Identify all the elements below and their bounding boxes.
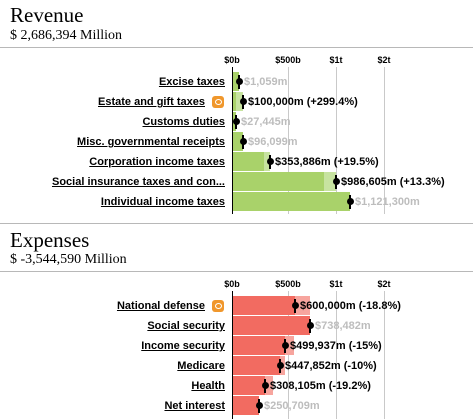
revenue-title: Revenue bbox=[10, 3, 84, 27]
revenue-row-value: $353,886m (+19.5%) bbox=[275, 156, 379, 168]
expenses-title: Expenses bbox=[10, 228, 90, 252]
revenue-row-label[interactable]: Individual income taxes bbox=[100, 196, 225, 208]
expenses-bar bbox=[233, 396, 259, 415]
expenses-total: $ -3,544,590 Million bbox=[10, 252, 127, 267]
revenue-axis-tick: $0b bbox=[224, 55, 240, 65]
expenses-row-value: $250,709m bbox=[264, 400, 320, 412]
revenue-row-value: $100,000m (+299.4%) bbox=[248, 96, 358, 108]
revenue-divider bbox=[0, 47, 473, 48]
revenue-row: Estate and gift taxes $100,000m (+299.4%) bbox=[0, 92, 473, 112]
expenses-row: Net interest $250,709m bbox=[0, 396, 473, 416]
expenses-bar bbox=[233, 336, 285, 355]
expenses-row: National defense $600,000m (-18.8%) bbox=[0, 296, 473, 316]
expenses-row: Income security $499,937m (-15%) bbox=[0, 336, 473, 356]
expenses-row-label[interactable]: Social security bbox=[147, 320, 225, 332]
speech-bubble-icon[interactable] bbox=[212, 96, 224, 108]
revenue-axis-tick: $2t bbox=[377, 55, 391, 65]
revenue-row: Corporation income taxes $353,886m (+19.5… bbox=[0, 152, 473, 172]
expenses-row-label[interactable]: Income security bbox=[141, 340, 225, 352]
expenses-bar bbox=[233, 376, 265, 395]
revenue-bar bbox=[233, 132, 243, 151]
expenses-axis-tick: $500b bbox=[275, 279, 301, 289]
expenses-row-value: $308,105m (-19.2%) bbox=[270, 380, 371, 392]
expenses-axis-tick: $2t bbox=[377, 279, 391, 289]
revenue-bar bbox=[233, 152, 264, 171]
expenses-top-divider bbox=[0, 223, 473, 224]
expenses-row-value: $447,852m (-10%) bbox=[285, 360, 377, 372]
expenses-row: Social security $738,482m bbox=[0, 316, 473, 336]
expenses-zero-line bbox=[232, 291, 233, 419]
revenue-slider-handle-dot[interactable] bbox=[233, 118, 240, 125]
expenses-row-label[interactable]: Medicare bbox=[177, 360, 225, 372]
revenue-gridline bbox=[288, 67, 289, 214]
revenue-zero-line bbox=[232, 67, 233, 214]
expenses-gridline bbox=[336, 291, 337, 419]
revenue-gridline bbox=[384, 67, 385, 214]
expenses-axis-tick: $1t bbox=[329, 279, 343, 289]
revenue-row-value: $1,121,300m bbox=[355, 196, 420, 208]
expenses-slider-handle-dot[interactable] bbox=[256, 402, 263, 409]
revenue-row: Excise taxes $1,059m bbox=[0, 72, 473, 92]
expenses-row: Medicare $447,852m (-10%) bbox=[0, 356, 473, 376]
expenses-gridline bbox=[288, 291, 289, 419]
revenue-row: Social insurance taxes and con... $986,60… bbox=[0, 172, 473, 192]
revenue-row: Individual income taxes $1,121,300m bbox=[0, 192, 473, 212]
speech-bubble-icon[interactable] bbox=[212, 300, 224, 312]
expenses-row-label[interactable]: Net interest bbox=[164, 400, 225, 412]
revenue-row-value: $96,099m bbox=[248, 136, 298, 148]
expenses-axis-tick: $0b bbox=[224, 279, 240, 289]
revenue-slider-handle-dot[interactable] bbox=[236, 78, 243, 85]
expenses-row-value: $738,482m bbox=[315, 320, 371, 332]
revenue-row-value: $986,605m (+13.3%) bbox=[341, 176, 445, 188]
revenue-axis-tick: $500b bbox=[275, 55, 301, 65]
expenses-row-label[interactable]: National defense bbox=[116, 300, 205, 312]
expenses-slider-handle-dot[interactable] bbox=[277, 362, 284, 369]
revenue-row: Customs duties $27,445m bbox=[0, 112, 473, 132]
revenue-total: $ 2,686,394 Million bbox=[10, 28, 123, 43]
revenue-axis-tick: $1t bbox=[329, 55, 343, 65]
expenses-bar bbox=[233, 296, 295, 315]
revenue-bar bbox=[233, 192, 350, 211]
revenue-gridline bbox=[336, 67, 337, 214]
expenses-row-label[interactable]: Health bbox=[191, 380, 225, 392]
revenue-slider-handle-dot[interactable] bbox=[333, 178, 340, 185]
revenue-row-label[interactable]: Customs duties bbox=[142, 116, 225, 128]
revenue-slider-handle-dot[interactable] bbox=[240, 98, 247, 105]
revenue-row-label[interactable]: Estate and gift taxes bbox=[98, 96, 205, 108]
revenue-slider-handle-dot[interactable] bbox=[347, 198, 354, 205]
revenue-bar bbox=[233, 172, 324, 191]
expenses-row: Health $308,105m (-19.2%) bbox=[0, 376, 473, 396]
expenses-slider-handle-dot[interactable] bbox=[262, 382, 269, 389]
revenue-row-value: $1,059m bbox=[244, 76, 288, 88]
expenses-divider bbox=[0, 271, 473, 272]
revenue-row-label[interactable]: Corporation income taxes bbox=[89, 156, 225, 168]
expenses-gridline bbox=[384, 291, 385, 419]
revenue-bar-baseline bbox=[233, 92, 243, 111]
revenue-slider-handle-dot[interactable] bbox=[240, 138, 247, 145]
revenue-row: Misc. governmental receipts $96,099m bbox=[0, 132, 473, 152]
revenue-row-label[interactable]: Misc. governmental receipts bbox=[77, 136, 225, 148]
revenue-bar bbox=[233, 92, 236, 111]
expenses-slider-handle-dot[interactable] bbox=[282, 342, 289, 349]
revenue-row-label[interactable]: Excise taxes bbox=[158, 76, 225, 88]
expenses-bar bbox=[233, 356, 280, 375]
expenses-bar bbox=[233, 316, 310, 335]
revenue-slider-handle-dot[interactable] bbox=[267, 158, 274, 165]
expenses-row-value: $499,937m (-15%) bbox=[290, 340, 382, 352]
expenses-slider-handle-dot[interactable] bbox=[307, 322, 314, 329]
revenue-row-value: $27,445m bbox=[241, 116, 291, 128]
expenses-row-value: $600,000m (-18.8%) bbox=[300, 300, 401, 312]
expenses-slider-handle-dot[interactable] bbox=[292, 302, 299, 309]
revenue-row-label[interactable]: Social insurance taxes and con... bbox=[51, 176, 225, 188]
